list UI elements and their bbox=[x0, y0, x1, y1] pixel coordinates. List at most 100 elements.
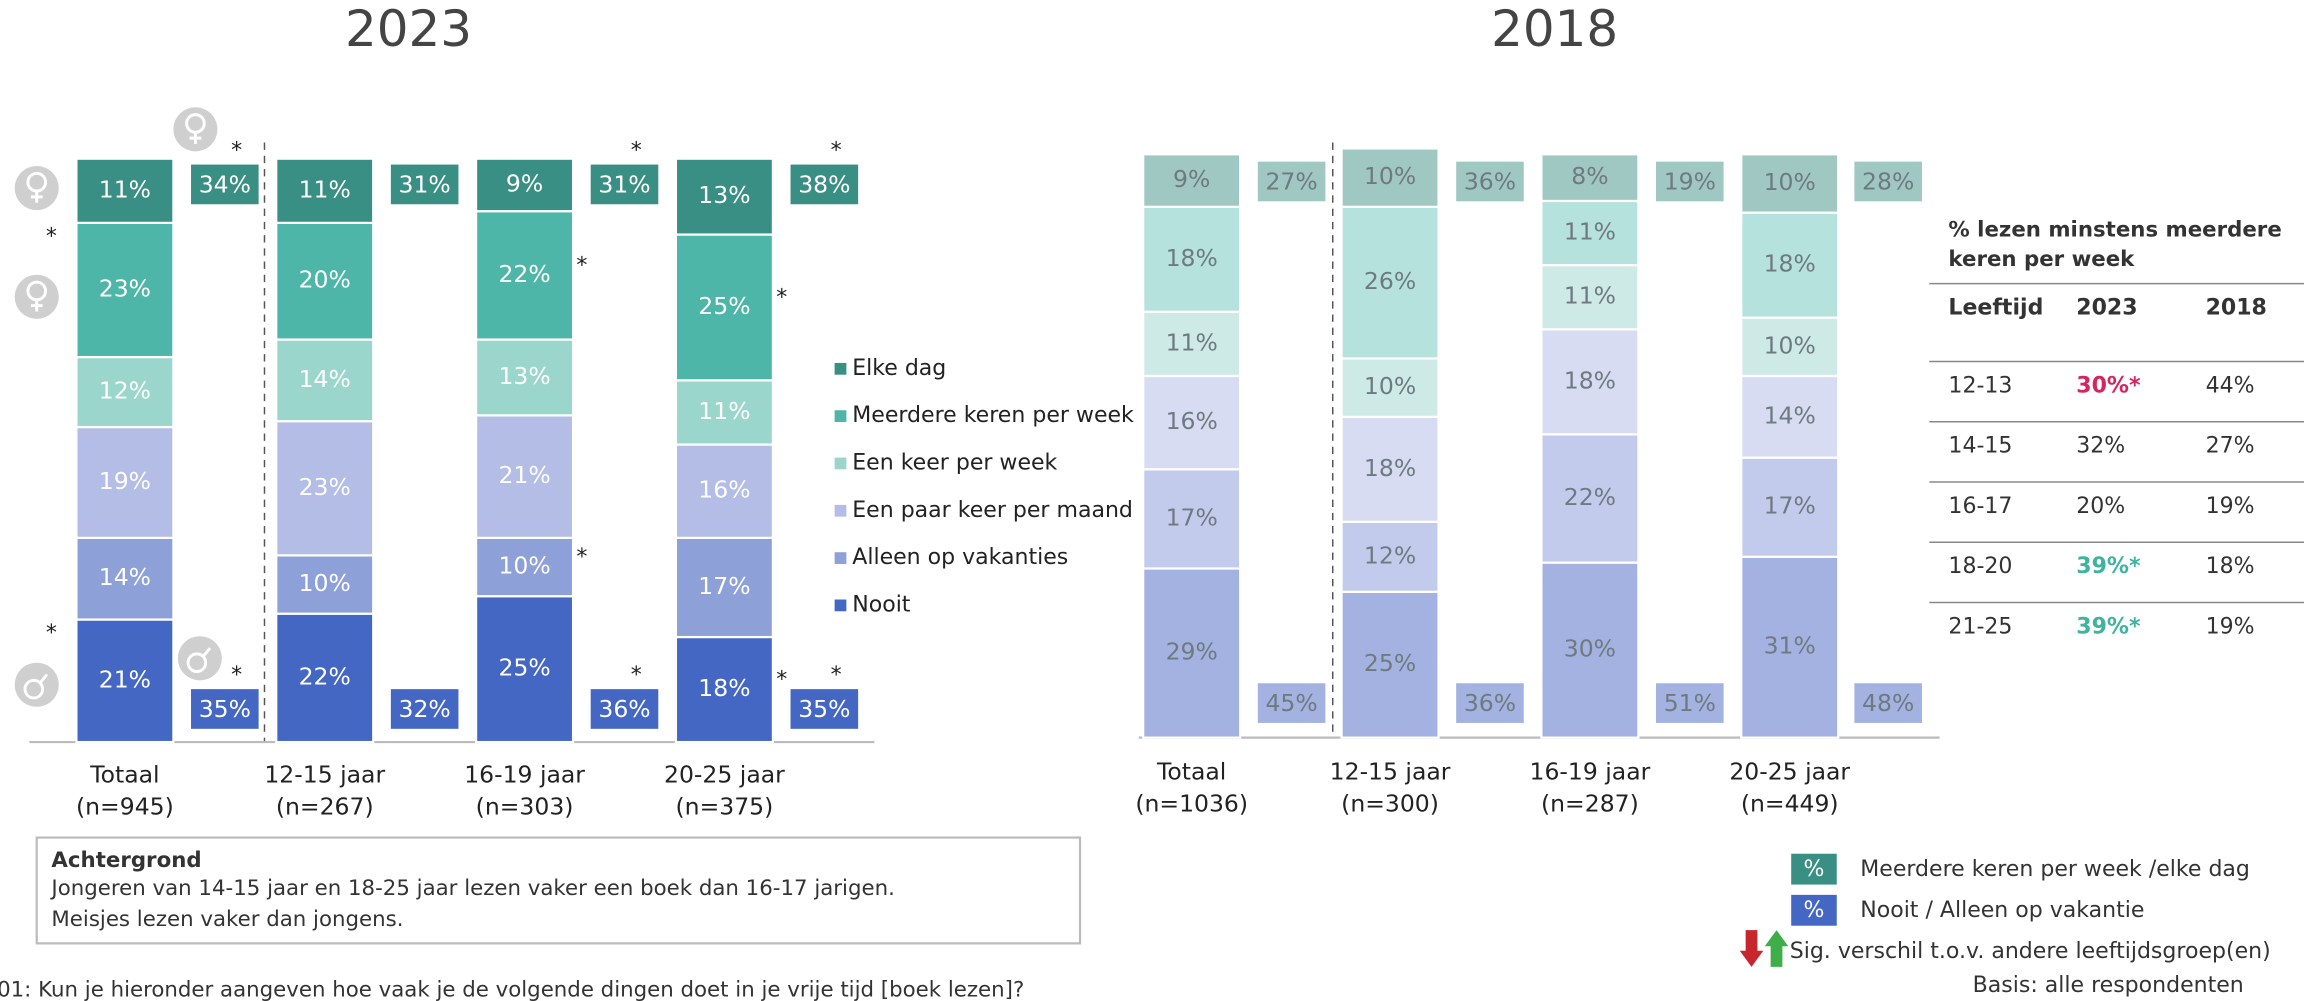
x-tick-label: 16-19 jaar bbox=[464, 760, 585, 788]
basis-note: Basis: alle respondenten bbox=[1973, 973, 2244, 998]
summary-label: 35% bbox=[798, 695, 850, 723]
x-tick-sublabel: (n=287) bbox=[1541, 790, 1639, 818]
table-cell: 18% bbox=[2206, 554, 2255, 579]
bar-segment bbox=[275, 612, 375, 744]
summary-box bbox=[1854, 683, 1922, 723]
sig-marker: * bbox=[831, 663, 842, 688]
x-tick-label: Totaal bbox=[89, 760, 159, 788]
table-cell: 44% bbox=[2206, 373, 2255, 398]
bar-segment bbox=[474, 595, 575, 744]
legend-label: Elke dag bbox=[852, 356, 946, 381]
bar-segment bbox=[1540, 433, 1640, 564]
value-label: 30% bbox=[1564, 635, 1616, 663]
value-label: 13% bbox=[498, 362, 550, 390]
background-text: Jongeren van 14-15 jaar en 18-25 jaar le… bbox=[49, 876, 894, 901]
bar-segment bbox=[1540, 328, 1640, 436]
value-label: 14% bbox=[1764, 401, 1816, 429]
value-label: 12% bbox=[99, 377, 151, 405]
bar-segment bbox=[674, 157, 775, 236]
x-tick-sublabel: (n=1036) bbox=[1135, 790, 1248, 818]
table-cell: 27% bbox=[2206, 434, 2255, 459]
value-label: 11% bbox=[99, 175, 151, 203]
value-label: 25% bbox=[698, 292, 750, 320]
sig-marker: * bbox=[576, 254, 587, 279]
sig-marker: * bbox=[46, 621, 57, 646]
value-label: 18% bbox=[1764, 250, 1816, 278]
x-tick-label: 20-25 jaar bbox=[1729, 757, 1850, 785]
bar-segment bbox=[674, 233, 775, 382]
background-title: Achtergrond bbox=[51, 848, 201, 873]
bar-segment bbox=[1540, 153, 1640, 203]
value-label: 16% bbox=[698, 476, 750, 504]
bar-segment bbox=[674, 635, 775, 744]
value-label: 18% bbox=[1364, 454, 1416, 482]
background-text: Meisjes lezen vaker dan jongens. bbox=[51, 907, 403, 932]
value-label: 17% bbox=[1764, 492, 1816, 520]
summary-box bbox=[790, 689, 859, 729]
summary-label: 51% bbox=[1664, 689, 1716, 717]
summary-box bbox=[590, 689, 659, 729]
value-label: 9% bbox=[1173, 165, 1210, 193]
legend-swatch bbox=[834, 410, 847, 423]
value-label: 11% bbox=[1564, 218, 1616, 246]
value-label: 22% bbox=[1564, 483, 1616, 511]
bar-segment bbox=[275, 221, 375, 341]
table-cell: 19% bbox=[2206, 494, 2255, 519]
value-label: 31% bbox=[1764, 632, 1816, 660]
legend-swatch bbox=[834, 599, 847, 612]
value-label: 23% bbox=[299, 473, 351, 501]
summary-label: 38% bbox=[798, 170, 850, 198]
value-label: 11% bbox=[698, 397, 750, 425]
value-label: 13% bbox=[698, 181, 750, 209]
table-cell: 39%* bbox=[2076, 554, 2141, 579]
bar-segment bbox=[75, 355, 175, 429]
summary-label: 36% bbox=[598, 695, 650, 723]
value-label: 10% bbox=[299, 569, 351, 597]
bar-segment bbox=[1340, 147, 1440, 208]
sig-marker: * bbox=[776, 286, 787, 311]
value-label: 17% bbox=[1166, 503, 1218, 531]
x-tick-label: 12-15 jaar bbox=[264, 760, 385, 788]
bar-segment bbox=[1142, 374, 1242, 471]
value-label: 18% bbox=[1166, 244, 1218, 272]
value-label: 8% bbox=[1571, 162, 1608, 190]
value-label: 10% bbox=[1364, 162, 1416, 190]
x-tick-sublabel: (n=375) bbox=[676, 793, 774, 821]
table-cell: 39%* bbox=[2076, 614, 2141, 639]
sig-marker: * bbox=[231, 138, 242, 163]
value-label: 20% bbox=[299, 266, 351, 294]
summary-label: 36% bbox=[1464, 167, 1516, 195]
summary-label: 35% bbox=[199, 695, 251, 723]
bar-segment bbox=[1740, 555, 1840, 739]
legend-swatch bbox=[834, 504, 847, 517]
table-cell: 14-15 bbox=[1948, 434, 2012, 459]
legend-label: Een keer per week bbox=[852, 450, 1057, 475]
value-label: 9% bbox=[506, 169, 543, 197]
gender-icons bbox=[14, 107, 222, 707]
legend-label: Alleen op vakanties bbox=[852, 545, 1068, 570]
summary-label: 48% bbox=[1862, 689, 1914, 717]
bar-segment bbox=[275, 338, 375, 423]
bar-segment bbox=[75, 221, 175, 359]
summary-legend-symbol: % bbox=[1804, 857, 1825, 882]
female-icon bbox=[14, 274, 59, 319]
summary-box bbox=[1656, 161, 1724, 202]
value-label: 10% bbox=[1764, 168, 1816, 196]
bar-segment bbox=[474, 338, 575, 417]
value-label: 14% bbox=[299, 365, 351, 393]
x-tick-sublabel: (n=945) bbox=[76, 793, 174, 821]
value-label: 14% bbox=[99, 563, 151, 591]
value-label: 12% bbox=[1364, 541, 1416, 569]
x-tick-label: 12-15 jaar bbox=[1330, 757, 1451, 785]
table-cell: 20% bbox=[2076, 494, 2125, 519]
x-tick-sublabel: (n=449) bbox=[1741, 790, 1839, 818]
summary-legend-label: Meerdere keren per week /elke dag bbox=[1860, 857, 2250, 882]
value-label: 21% bbox=[99, 665, 151, 693]
value-label: 23% bbox=[99, 274, 151, 302]
bar-segment bbox=[1142, 205, 1242, 313]
summary-label: 19% bbox=[1664, 167, 1716, 195]
background-box bbox=[35, 836, 1082, 945]
bar-segment bbox=[1540, 264, 1640, 331]
summary-legend-swatch bbox=[1791, 853, 1837, 885]
bar-segment bbox=[1340, 415, 1440, 523]
